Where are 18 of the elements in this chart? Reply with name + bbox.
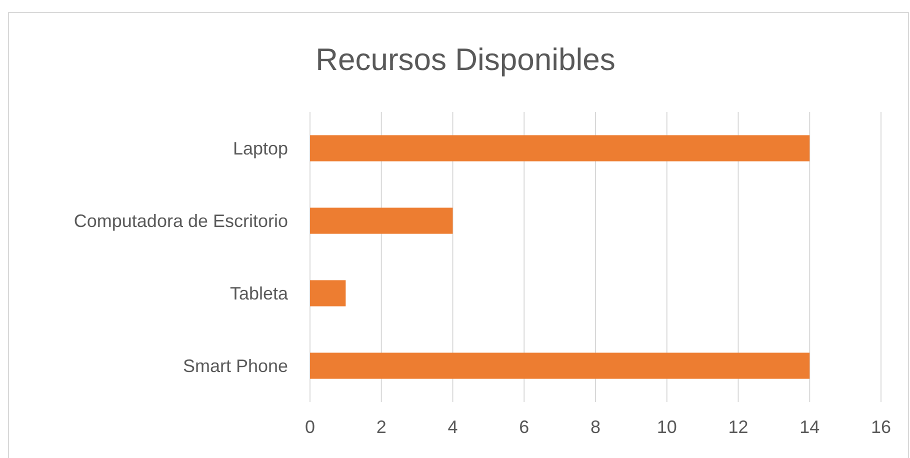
y-tick-label: Computadora de Escritorio bbox=[74, 210, 288, 231]
chart-title: Recursos Disponibles bbox=[316, 42, 616, 77]
x-tick-label: 12 bbox=[728, 417, 748, 437]
bar bbox=[310, 280, 346, 306]
bar bbox=[310, 135, 810, 162]
x-tick-label: 14 bbox=[800, 417, 820, 437]
y-tick-label: Smart Phone bbox=[182, 356, 288, 376]
y-tick-label: Tableta bbox=[230, 283, 289, 304]
x-tick-label: 2 bbox=[376, 417, 386, 437]
x-tick-label: 8 bbox=[590, 417, 601, 437]
x-tick-label: 0 bbox=[304, 417, 316, 437]
bar bbox=[310, 352, 810, 379]
y-tick-label: Laptop bbox=[232, 138, 288, 158]
bar bbox=[310, 208, 453, 234]
x-tick-label: 16 bbox=[870, 417, 892, 437]
x-tick-label: 10 bbox=[656, 417, 677, 437]
x-tick-label: 6 bbox=[519, 417, 530, 437]
x-tick-label: 4 bbox=[448, 417, 458, 437]
